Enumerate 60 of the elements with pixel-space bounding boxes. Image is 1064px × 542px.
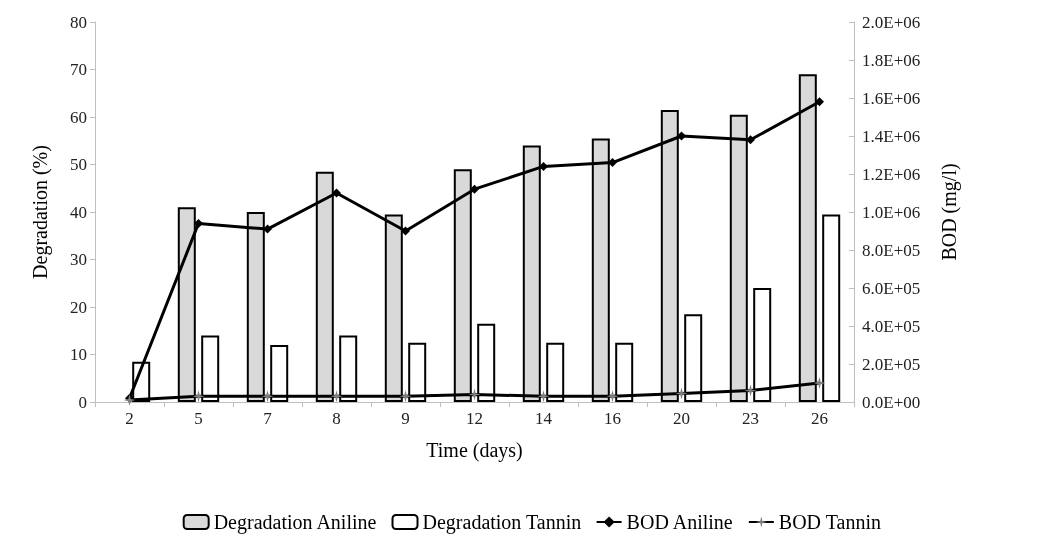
- point: [539, 161, 548, 171]
- point: [192, 390, 205, 403]
- y-tick-label: 50: [70, 155, 87, 174]
- y2-tick-label: 2.0E+06: [862, 12, 921, 32]
- y-tick-label: 70: [70, 60, 87, 79]
- y2-tick-label: 4.0E+05: [862, 316, 921, 336]
- point: [399, 390, 412, 403]
- y2-tick-label: 0.0E+00: [862, 392, 921, 412]
- x-tick-label: 7: [263, 409, 273, 428]
- point: [606, 390, 619, 403]
- y2-tick-label: 1.4E+06: [862, 126, 921, 146]
- x-tick-label: 9: [401, 409, 410, 428]
- x-tick-label: 12: [466, 409, 483, 428]
- point: [332, 188, 341, 198]
- y2-tick-label: 8.0E+05: [862, 240, 921, 260]
- point: [608, 158, 617, 168]
- y2-tick-label: 1.8E+06: [862, 50, 921, 70]
- x-axis-title: Time (days): [426, 439, 523, 462]
- point: [194, 218, 203, 228]
- y-tick-label: 80: [70, 12, 87, 32]
- legend-label: Degradation Tannin: [422, 511, 582, 534]
- y2-tick-label: 1.0E+06: [862, 202, 921, 222]
- y2-tick-label: 6.0E+05: [862, 278, 921, 298]
- y2-tick-label: 1.2E+06: [862, 164, 921, 184]
- point: [401, 226, 410, 236]
- y-tick-label: 60: [70, 107, 87, 127]
- y-tick-label: 10: [70, 345, 87, 364]
- legend-label: Degradation Aniline: [213, 511, 377, 534]
- point: [123, 394, 136, 407]
- point: [675, 387, 688, 400]
- point: [263, 224, 272, 234]
- y-tick-label: 20: [70, 297, 87, 317]
- point: [468, 388, 481, 401]
- x-tick-label: 14: [535, 409, 553, 428]
- x-tick-label: 8: [332, 409, 341, 428]
- point: [330, 390, 343, 403]
- bar: [822, 214, 841, 402]
- point: [677, 131, 686, 141]
- point: [813, 377, 826, 389]
- legend-label: BOD Tannin: [778, 511, 881, 533]
- x-tick-label: 2: [125, 409, 134, 428]
- y-tick-label: 30: [70, 250, 87, 269]
- x-tick-label: 16: [604, 409, 621, 428]
- point: [261, 390, 274, 403]
- point: [746, 135, 755, 145]
- point: [744, 384, 757, 397]
- y2-axis-title: BOD (mg/l): [938, 163, 961, 261]
- y-tick-label: 0: [78, 392, 87, 412]
- x-tick-label: 26: [811, 409, 828, 428]
- x-tick-label: 5: [194, 409, 203, 428]
- x-tick-label: 20: [673, 409, 690, 428]
- legend-label: BOD Aniline: [626, 511, 733, 533]
- y-axis-title: Degradation (%): [29, 145, 52, 279]
- x-tick-label: 23: [742, 409, 759, 428]
- y2-tick-label: 2.0E+05: [862, 354, 921, 374]
- point: [470, 184, 479, 194]
- point: [815, 97, 824, 107]
- y2-tick-label: 1.6E+06: [862, 88, 921, 108]
- y-tick-label: 40: [70, 202, 87, 222]
- point: [537, 390, 550, 403]
